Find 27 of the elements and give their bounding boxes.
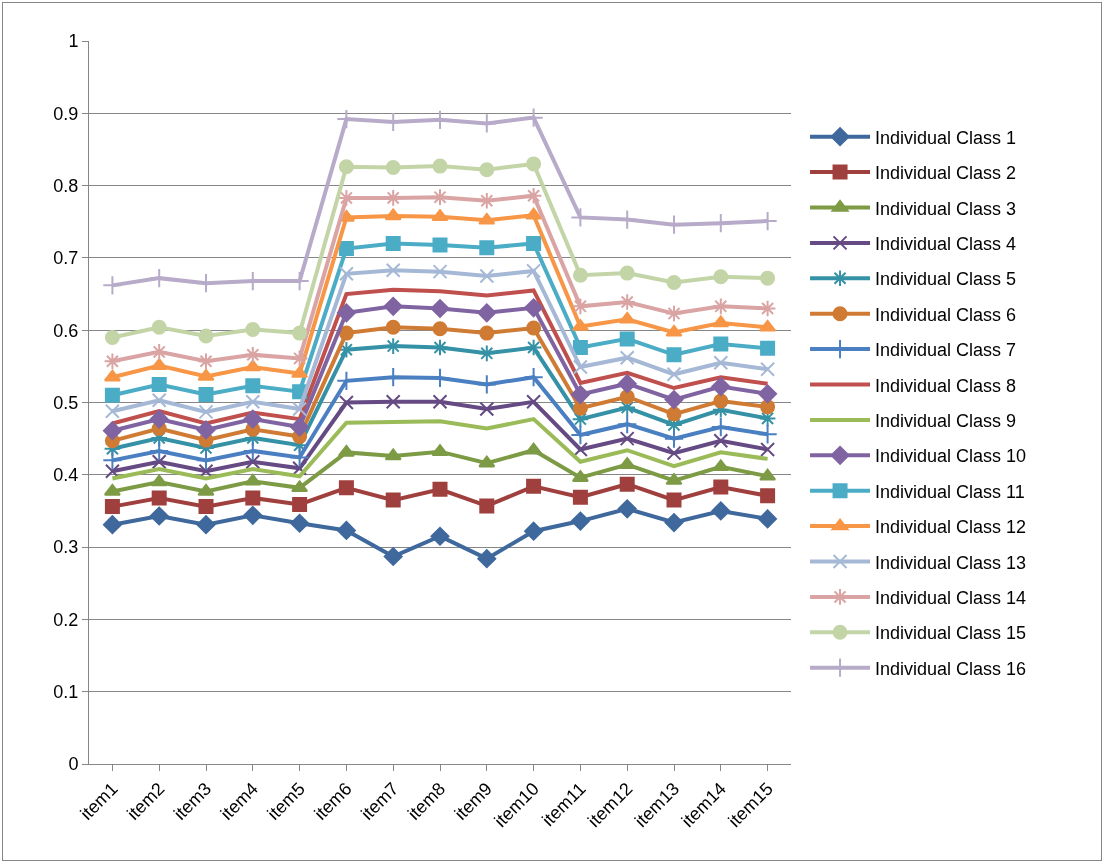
y-tick-label: 0.5 [53, 392, 79, 413]
y-tick-label: 0.7 [53, 248, 79, 269]
y-tick-label: 0.3 [53, 537, 79, 558]
legend-label: Individual Class 1 [875, 127, 1017, 148]
legend-label: Individual Class 2 [875, 163, 1017, 184]
legend-label: Individual Class 12 [875, 517, 1027, 538]
y-tick-label: 0 [68, 754, 79, 775]
legend-label: Individual Class 10 [875, 446, 1027, 467]
legend-label: Individual Class 4 [875, 233, 1017, 254]
y-tick-label: 0.2 [53, 609, 79, 630]
y-tick-label: 0.6 [53, 320, 79, 341]
legend-label: Individual Class 8 [875, 375, 1017, 396]
legend-label: Individual Class 11 [875, 481, 1025, 502]
legend-label: Individual Class 6 [875, 304, 1017, 325]
legend-label: Individual Class 13 [875, 552, 1027, 573]
legend-label: Individual Class 3 [875, 198, 1017, 219]
y-tick-label: 0.1 [53, 682, 79, 702]
legend-label: Individual Class 15 [875, 623, 1027, 644]
legend-label: Individual Class 9 [875, 410, 1017, 431]
y-tick-label: 0.8 [53, 175, 79, 196]
legend-label: Individual Class 7 [875, 340, 1017, 361]
y-tick-label: 1 [68, 31, 79, 52]
legend-label: Individual Class 5 [875, 269, 1017, 290]
legend-label: Individual Class 14 [875, 587, 1027, 608]
legend-label: Individual Class 16 [875, 658, 1027, 679]
y-tick-label: 0.9 [53, 103, 79, 124]
y-tick-label: 0.4 [53, 465, 79, 486]
